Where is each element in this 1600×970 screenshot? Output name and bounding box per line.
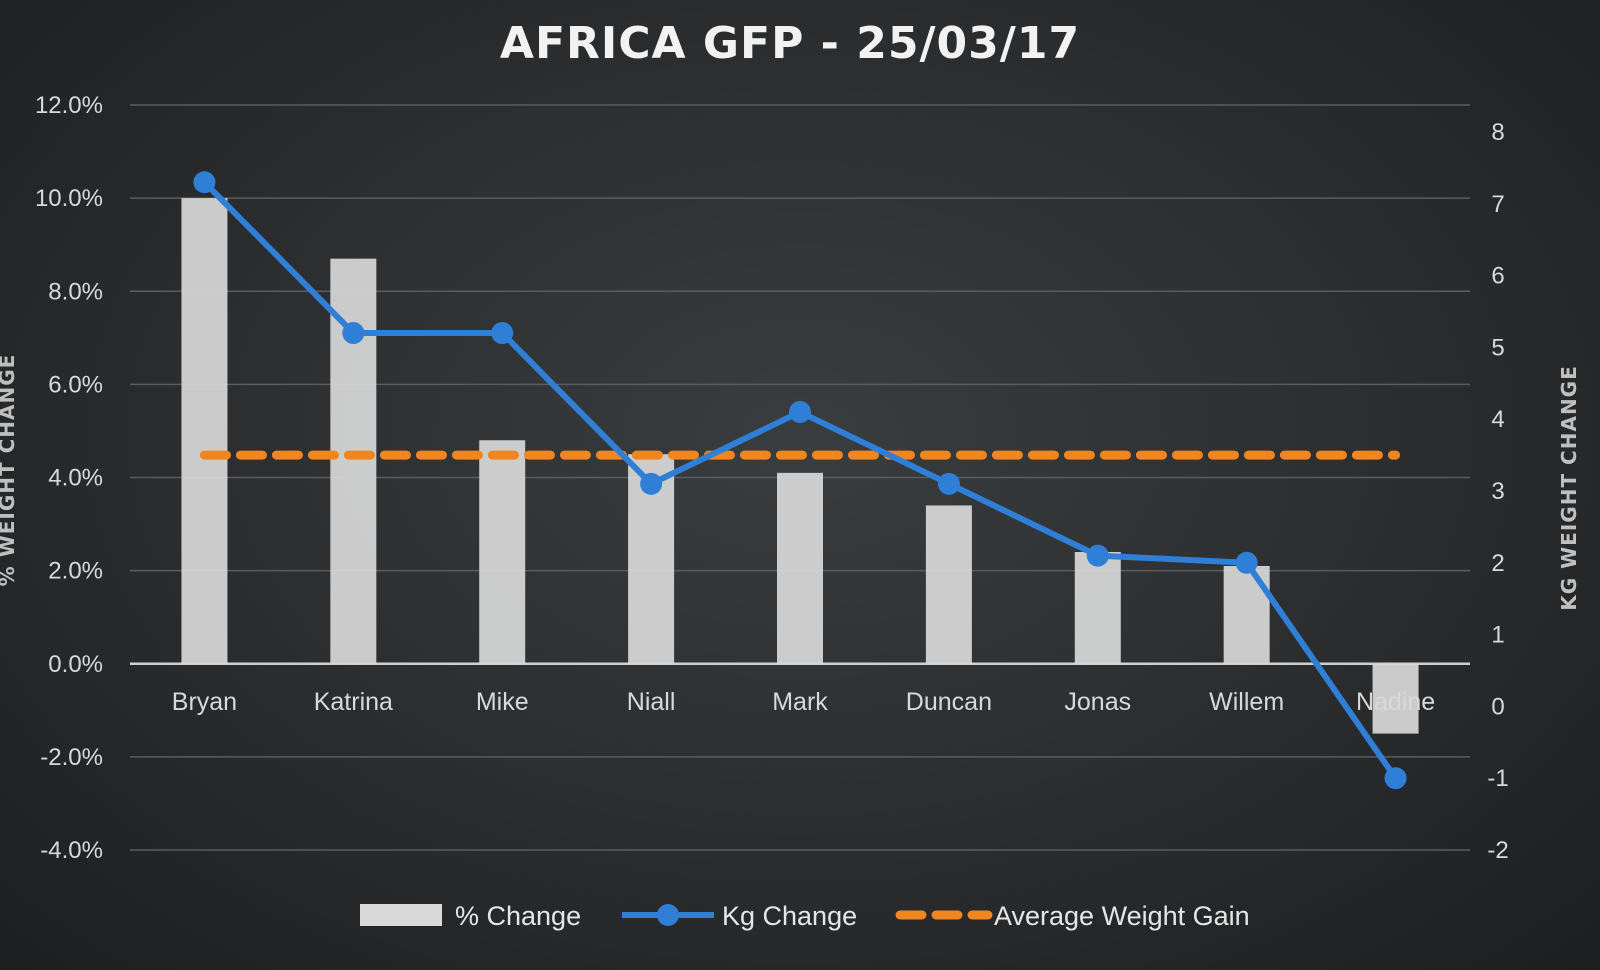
kg-point [937,472,960,495]
right-tick-label: 5 [1491,334,1504,361]
category-label: Mike [476,688,529,716]
chart-title: AFRICA GFP - 25/03/17 [500,18,1080,69]
right-tick-label: 7 [1491,191,1504,218]
legend-label: % Change [455,901,581,931]
bar [777,472,823,664]
left-tick-label: 4.0% [48,465,103,492]
category-labels: Bryan Katrina Mike Niall Mark Duncan Jonas Will… [172,688,1435,716]
left-tick-label: 0.0% [48,651,103,678]
right-tick-label: 2 [1491,550,1504,577]
left-axis-ticks: 12.0% 10.0% 8.0% 6.0% 4.0% 2.0% 0.0% -2.0% -4.0% [35,92,103,864]
left-tick-label: -4.0% [40,837,103,864]
kg-point [193,171,216,194]
legend-label: Average Weight Gain [994,901,1250,931]
kg-point [640,472,663,495]
category-label: Willem [1209,688,1284,716]
legend-swatch-marker [657,904,679,926]
category-label: Niall [627,688,676,716]
right-tick-label: 3 [1491,478,1504,505]
category-label: Nadine [1356,688,1435,716]
right-tick-label: -2 [1487,837,1508,864]
bar [1074,552,1121,664]
kg-point [342,322,365,345]
legend: % Change Kg Change Average Weight Gain [360,901,1250,931]
bar [1223,565,1270,664]
category-label: Mark [772,688,828,716]
bar [925,505,972,664]
left-tick-label: 8.0% [48,278,103,305]
category-label: Duncan [906,688,992,716]
right-tick-label: 8 [1491,119,1504,146]
legend-swatch-bar [360,904,442,926]
kg-point [491,322,514,345]
right-axis-title: KG WEIGHT CHANGE [1557,365,1581,611]
kg-point [1235,551,1258,574]
category-label: Katrina [314,688,393,716]
right-tick-label: 1 [1491,622,1504,649]
right-tick-label: 6 [1491,263,1504,290]
left-tick-label: 10.0% [35,185,103,212]
kg-point [1086,544,1109,567]
left-axis-title: % WEIGHT CHANGE [0,354,19,587]
kg-point [789,401,811,424]
left-tick-label: 6.0% [48,371,103,398]
right-tick-label: -1 [1487,765,1508,792]
category-label: Bryan [172,688,237,716]
left-tick-label: 12.0% [35,92,103,119]
bar-series [181,198,1419,734]
right-tick-label: 0 [1491,693,1504,720]
kg-point [1384,767,1407,790]
left-tick-label: -2.0% [40,744,103,771]
bar [1372,663,1419,734]
kg-line-series [193,171,1407,790]
legend-label: Kg Change [722,901,857,931]
bar [181,198,228,664]
right-axis-ticks: 8 7 6 5 4 3 2 1 0 -1 -2 [1487,119,1508,864]
left-tick-label: 2.0% [48,558,103,585]
right-tick-label: 4 [1491,406,1504,433]
bar [479,440,526,664]
category-label: Jonas [1064,688,1131,716]
